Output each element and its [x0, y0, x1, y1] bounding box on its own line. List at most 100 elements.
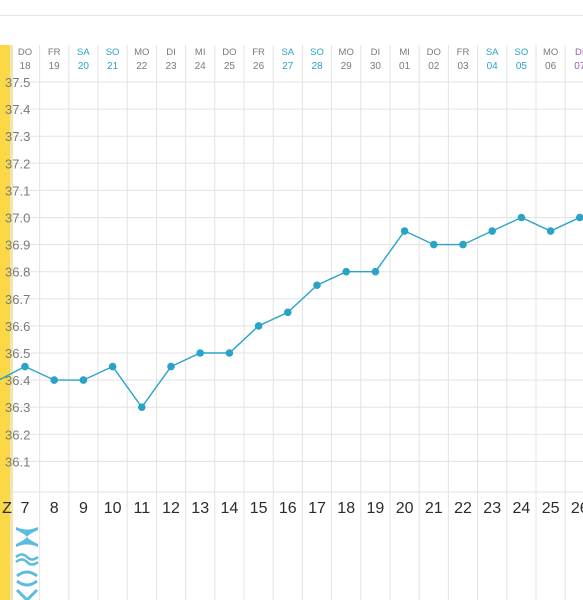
temperature-point[interactable] — [546, 227, 555, 235]
cycle-sidebar — [0, 45, 11, 600]
day-weekday-label: MI — [399, 47, 410, 58]
y-tick-label: 37.1 — [5, 183, 30, 198]
temperature-point[interactable] — [313, 281, 321, 290]
cycle-day-label: 20 — [396, 500, 414, 517]
grid — [9, 45, 583, 600]
cycle-day-label: 22 — [454, 500, 472, 517]
day-date-label: 24 — [195, 61, 207, 72]
y-tick-label: 37.3 — [5, 129, 30, 144]
day-date-label: 26 — [253, 61, 265, 72]
day-date-label: 23 — [165, 61, 177, 72]
temperature-point[interactable] — [254, 322, 263, 330]
temperature-point[interactable] — [430, 240, 438, 249]
temperature-point[interactable] — [371, 267, 380, 276]
day-date-label: 29 — [341, 61, 353, 72]
day-weekday-label: MO — [339, 47, 354, 58]
y-tick-label: 36.6 — [5, 319, 30, 334]
y-tick-label: 36.8 — [5, 265, 30, 280]
cycle-day-label: 18 — [337, 500, 355, 517]
temperature-point[interactable] — [576, 213, 583, 222]
hourglass-icon — [16, 527, 38, 547]
y-tick-label: 37.2 — [5, 156, 30, 171]
day-weekday-label: DO — [222, 47, 236, 58]
chevron-icon — [15, 588, 39, 600]
day-weekday-label: FR — [457, 47, 470, 58]
top-bar — [0, 0, 583, 16]
cycle-day-label: 9 — [79, 500, 88, 517]
cycle-day-label: 19 — [367, 500, 385, 517]
y-tick-label: 36.2 — [5, 427, 30, 442]
day-date-label: 22 — [136, 61, 148, 72]
day-date-label: 04 — [487, 61, 499, 72]
day-weekday-label: MO — [134, 47, 149, 58]
temperature-point[interactable] — [488, 227, 497, 235]
day-date-label: 27 — [282, 61, 294, 72]
y-tick-label: 36.3 — [5, 400, 30, 415]
day-weekday-label: MO — [543, 47, 558, 58]
cycle-day-label: 11 — [133, 500, 150, 517]
temperature-point[interactable] — [225, 349, 234, 357]
cycle-day-label: 8 — [50, 500, 59, 517]
day-date-label: 18 — [19, 61, 31, 72]
temperature-point[interactable] — [459, 240, 467, 249]
day-weekday-label: DI — [166, 47, 176, 58]
temperature-point[interactable] — [108, 362, 117, 371]
day-date-label: 25 — [224, 61, 236, 72]
cycle-day-label: 26 — [571, 500, 583, 517]
day-date-label: 30 — [370, 61, 382, 72]
day-weekday-label: SO — [310, 47, 324, 58]
temperature-point[interactable] — [79, 376, 88, 384]
cycle-day-label: 16 — [279, 500, 297, 517]
day-date-label: 20 — [78, 61, 90, 72]
temperature-line — [0, 216, 583, 409]
cycle-day-label: 24 — [513, 500, 531, 517]
day-weekday-label: FR — [252, 47, 265, 58]
temperature-point[interactable] — [342, 267, 351, 276]
day-weekday-label: SA — [486, 47, 499, 58]
y-tick-label: 36.5 — [5, 346, 30, 361]
y-tick-label: 37.5 — [5, 75, 30, 90]
day-date-label: 01 — [399, 61, 411, 72]
cycle-day-label: 25 — [542, 500, 560, 517]
day-weekday-label: MI — [195, 47, 206, 58]
y-tick-label: 36.9 — [5, 238, 30, 253]
day-date-label: 28 — [311, 61, 323, 72]
arc-icon — [16, 570, 38, 587]
temperature-point[interactable] — [284, 308, 292, 317]
y-axis-ticks: 37.5 37.4 37.3 37.2 37.1 37.0 36.9 36.8 36.7 36.6… — [5, 75, 30, 469]
day-weekday-label: DI — [371, 47, 381, 58]
temperature-point[interactable] — [167, 362, 175, 371]
cycle-day-label: 21 — [425, 500, 443, 517]
temperature-point[interactable] — [138, 403, 146, 412]
day-weekday-label: SA — [281, 47, 294, 58]
wave-icon — [15, 553, 39, 566]
sidebar-edge — [11, 45, 13, 600]
day-date-label: 21 — [107, 61, 119, 72]
temperature-point[interactable] — [517, 213, 526, 222]
cycle-day-label: 10 — [104, 500, 122, 517]
cycle-day-label-partial: Z — [2, 500, 12, 517]
day-weekday-label: FR — [48, 47, 61, 58]
day-header: DO 18 FR 19 SA 20 SO 21 MO 22 DI 23 MI 24 DO 25 FR 26 SA 27… — [18, 47, 583, 72]
y-tick-label: 37.0 — [5, 211, 30, 226]
cycle-day-label: 17 — [308, 500, 326, 517]
day-weekday-label: DO — [427, 47, 441, 58]
temperature-point[interactable] — [50, 376, 58, 384]
y-tick-label: 36.4 — [5, 373, 30, 388]
temperature-point[interactable] — [21, 362, 29, 371]
cycle-day-label: 14 — [221, 500, 239, 517]
day-date-label: 07 — [574, 61, 583, 72]
day-weekday-label: SO — [106, 47, 120, 58]
cycle-day-row: Z 7 8 9 10 11 12 13 14 15 16 17 18 19 20 21 22 23 24 25 26 — [2, 500, 583, 517]
day-weekday-label: DI — [575, 47, 583, 58]
cycle-day-label: 23 — [483, 500, 501, 517]
temperature-point[interactable] — [196, 349, 204, 357]
cycle-day-label: 15 — [250, 500, 268, 517]
day-date-label: 05 — [516, 61, 528, 72]
cycle-day-label: 12 — [162, 500, 180, 517]
temperature-point[interactable] — [400, 227, 409, 235]
day-weekday-label: DO — [18, 47, 32, 58]
y-tick-label: 36.1 — [5, 454, 30, 469]
cycle-day-label: 7 — [21, 500, 30, 517]
